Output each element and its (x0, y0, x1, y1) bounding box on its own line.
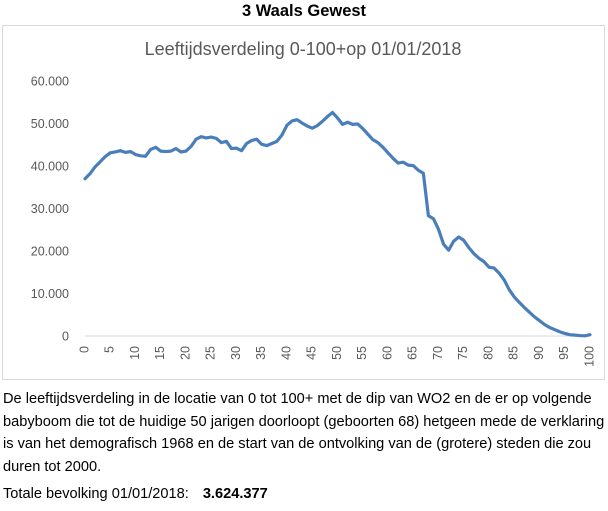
y-tick-label: 30.000 (31, 202, 69, 216)
caption-paragraph: De leeftijdsverdeling in de locatie van … (3, 391, 605, 475)
x-tick-label: 5 (103, 346, 117, 353)
x-tick-label: 85 (507, 346, 521, 360)
x-tick-label: 90 (532, 346, 546, 360)
x-tick-label: 55 (355, 346, 369, 360)
x-tick-label: 40 (279, 346, 293, 360)
total-value: 3.624.377 (202, 486, 268, 502)
x-tick-label: 15 (153, 346, 167, 360)
chart-canvas: Leeftijdsverdeling 0-100+op 01/01/2018 0… (31, 39, 597, 367)
x-tick-label: 70 (431, 346, 445, 360)
y-tick-label: 0 (62, 330, 69, 344)
total-label: Totale bevolking 01/01/2018: (3, 486, 189, 502)
x-tick-label: 50 (330, 346, 344, 360)
x-axis-ticks: 0 5 10 15 20 25 30 35 40 45 50 55 60 65 70 75 80 85 90 95 10… (77, 346, 596, 367)
y-tick-label: 40.000 (31, 160, 69, 174)
y-tick-label: 50.000 (31, 117, 69, 131)
caption-text: De leeftijdsverdeling in de locatie van … (3, 388, 606, 478)
line-chart: Leeftijdsverdeling 0-100+op 01/01/2018 0… (2, 25, 605, 380)
total-population-line: Totale bevolking 01/01/2018: 3.624.377 (3, 483, 268, 506)
y-tick-label: 20.000 (31, 245, 69, 259)
x-tick-label: 25 (204, 346, 218, 360)
x-tick-label: 65 (406, 346, 420, 360)
x-tick-label: 100 (582, 346, 596, 367)
chart-title: Leeftijdsverdeling 0-100+op 01/01/2018 (145, 39, 462, 59)
y-tick-label: 60.000 (31, 75, 69, 89)
x-tick-label: 20 (178, 346, 192, 360)
series-line (83, 110, 592, 338)
x-tick-label: 10 (128, 346, 142, 360)
x-tick-label: 75 (456, 346, 470, 360)
x-tick-label: 0 (77, 346, 91, 353)
x-tick-label: 80 (481, 346, 495, 360)
y-axis-ticks: 0 10.000 20.000 30.000 40.000 50.000 60.000 (31, 75, 69, 344)
x-tick-label: 95 (557, 346, 571, 360)
x-tick-label: 30 (229, 346, 243, 360)
y-tick-label: 10.000 (31, 287, 69, 301)
x-tick-label: 45 (305, 346, 319, 360)
x-tick-label: 35 (254, 346, 268, 360)
x-tick-label: 60 (380, 346, 394, 360)
page-heading: 3 Waals Gewest (241, 2, 367, 20)
